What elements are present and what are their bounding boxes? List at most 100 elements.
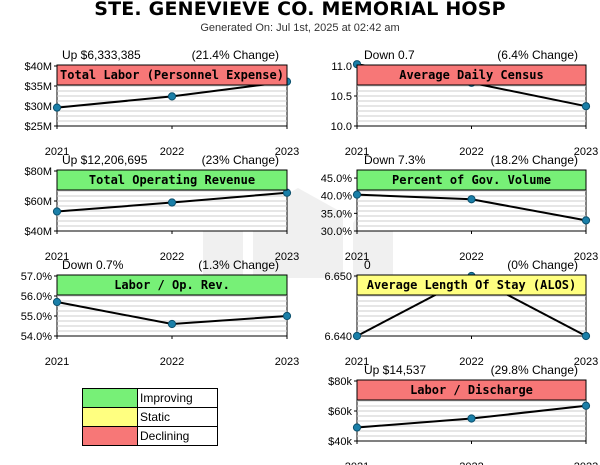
change-summary: Up $6,333,385 [62, 48, 141, 62]
watermark-logo [203, 188, 393, 278]
legend-label: Static [140, 410, 171, 424]
change-summary: Up $12,206,695 [62, 153, 148, 167]
change-summary: Down 0.7% [62, 258, 124, 272]
y-tick-label: 54.0% [21, 331, 52, 343]
legend-swatch-improving [83, 389, 138, 407]
x-tick-label: 2022 [160, 146, 184, 158]
x-tick-label: 2021 [45, 146, 69, 158]
y-tick-label: 57.0% [21, 271, 52, 283]
x-tick-label: 2021 [45, 356, 69, 368]
x-tick-label: 2022 [160, 251, 184, 263]
x-tick-label: 2021 [345, 146, 369, 158]
data-point [167, 319, 177, 329]
data-point [467, 195, 476, 204]
y-tick-label: $40k [328, 436, 352, 448]
change-summary: Down 7.3% [364, 153, 426, 167]
x-tick-label: 2021 [345, 461, 369, 465]
report-title: STE. GENEVIEVE CO. MEMORIAL HOSP [94, 0, 506, 20]
x-tick-label: 2021 [345, 356, 369, 368]
legend: Improving Static Declining [82, 388, 218, 446]
change-summary: Down 0.7 [364, 48, 415, 62]
data-point [282, 311, 292, 321]
y-tick-label: 6.650 [324, 271, 352, 283]
chart-title: Labor / Discharge [410, 383, 533, 397]
chart-title-banner [56, 64, 288, 86]
change-percent: (6.4% Change) [497, 48, 578, 62]
chart-title: Total Operating Revenue [89, 173, 255, 187]
y-tick-label: $40M [24, 226, 52, 238]
y-tick-label: 10.0 [331, 121, 352, 133]
chart-title-banner [56, 169, 288, 191]
change-percent: (1.3% Change) [198, 258, 279, 272]
y-tick-label: 45.0% [321, 173, 352, 185]
chart-title: Labor / Op. Rev. [114, 278, 230, 292]
legend-item-improving: Improving [83, 389, 217, 407]
change-summary: 0 [364, 258, 371, 272]
data-point [581, 216, 591, 225]
chart-title: Average Daily Census [399, 68, 544, 82]
chart-title-banner [356, 64, 587, 86]
chart-title-banner [56, 274, 288, 296]
x-tick-label: 2022 [459, 251, 483, 263]
data-point [467, 414, 476, 423]
data-point [581, 331, 591, 341]
x-tick-label: 2021 [45, 251, 69, 263]
y-tick-label: $80M [24, 166, 52, 178]
chart-title: Total Labor (Personnel Expense) [60, 68, 284, 82]
change-summary: Up $14,537 [364, 363, 426, 377]
data-point [52, 103, 62, 112]
y-tick-label: $30M [24, 101, 52, 113]
data-point [352, 423, 362, 432]
x-tick-label: 2023 [574, 251, 598, 263]
x-tick-label: 2023 [275, 251, 299, 263]
x-tick-label: 2023 [574, 146, 598, 158]
legend-item-static: Static [83, 407, 217, 426]
x-tick-label: 2022 [160, 356, 184, 368]
data-point [581, 401, 591, 410]
data-point [52, 207, 62, 216]
y-tick-label: 11.0 [331, 61, 352, 73]
data-point [581, 102, 591, 111]
legend-label: Declining [140, 429, 190, 443]
x-tick-label: 2023 [574, 461, 598, 465]
chart-title-banner [356, 274, 587, 296]
x-tick-label: 2022 [459, 461, 483, 465]
y-tick-label: 56.0% [21, 291, 52, 303]
x-tick-label: 2023 [275, 146, 299, 158]
chart-title: Percent of Gov. Volume [392, 173, 551, 187]
data-point [352, 331, 362, 341]
y-tick-label: $25M [24, 121, 52, 133]
y-tick-label: $35M [24, 81, 52, 93]
x-tick-label: 2022 [459, 356, 483, 368]
legend-label: Improving [140, 391, 193, 405]
y-tick-label: 30.0% [321, 226, 352, 238]
x-tick-label: 2021 [345, 251, 369, 263]
data-point [352, 190, 362, 199]
x-tick-label: 2023 [275, 356, 299, 368]
y-tick-label: $40M [24, 61, 52, 73]
chart-title: Average Length Of Stay (ALOS) [367, 278, 577, 292]
data-point [52, 297, 62, 307]
y-tick-label: 6.640 [324, 331, 352, 343]
legend-swatch-declining [83, 427, 138, 445]
legend-swatch-static [83, 408, 138, 426]
legend-item-declining: Declining [83, 426, 217, 445]
chart-title-banner [356, 169, 587, 191]
change-percent: (29.8% Change) [491, 363, 578, 377]
change-percent: (18.2% Change) [491, 153, 578, 167]
y-tick-label: 55.0% [21, 311, 52, 323]
x-tick-label: 2022 [459, 146, 483, 158]
change-percent: (23% Change) [202, 153, 279, 167]
y-tick-label: $60k [328, 406, 352, 418]
change-percent: (21.4% Change) [192, 48, 279, 62]
y-tick-label: 40.0% [321, 191, 352, 203]
report-subtitle: Generated On: Jul 1st, 2025 at 02:42 am [200, 22, 400, 34]
x-tick-label: 2023 [574, 356, 598, 368]
y-tick-label: 35.0% [321, 208, 352, 220]
chart-title-banner [356, 379, 587, 401]
data-point [167, 198, 177, 207]
y-tick-label: $60M [24, 196, 52, 208]
data-point [167, 92, 177, 101]
y-tick-label: 10.5 [331, 91, 352, 103]
